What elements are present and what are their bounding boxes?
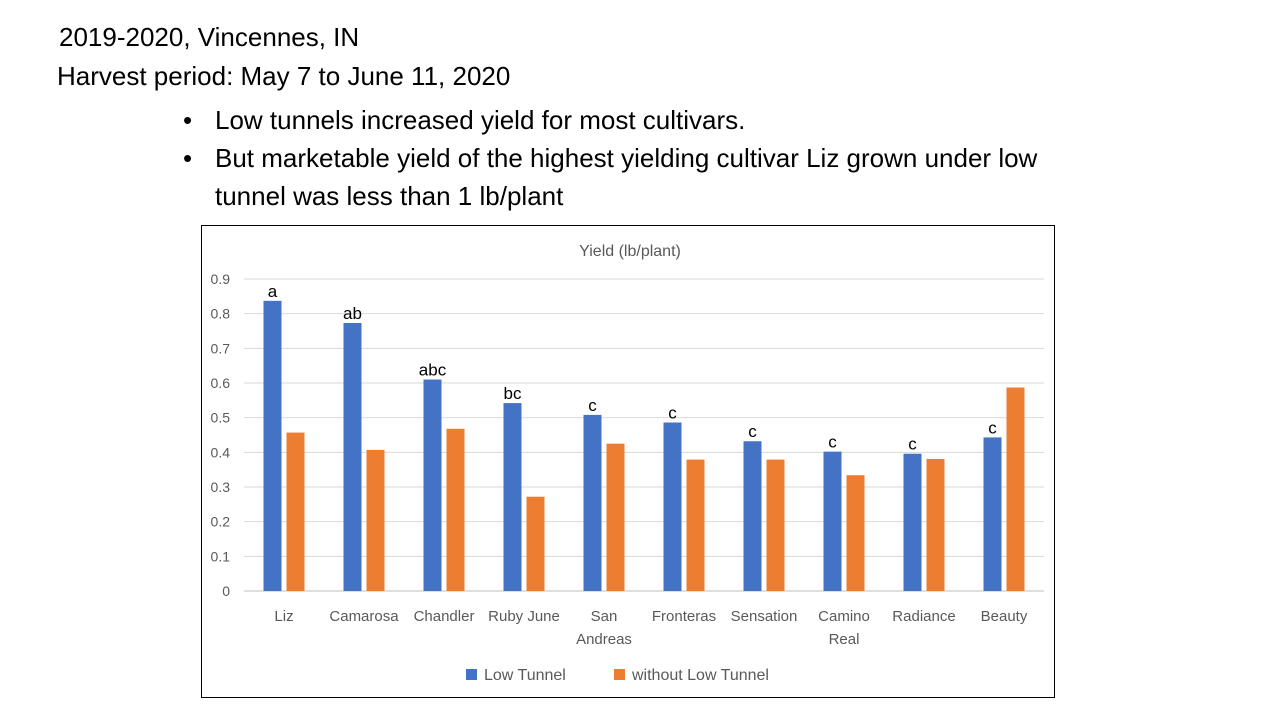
- bar-low-tunnel: [503, 403, 522, 591]
- x-tick-label: Camarosa: [329, 608, 399, 625]
- bar-low-tunnel: [423, 379, 442, 591]
- y-tick-label: 0: [222, 583, 230, 599]
- bar-without-low-tunnel: [846, 475, 865, 591]
- yield-bar-chart: Yield (lb/plant) 0 0.1 0.2 0.3 0.4 0.5 0.6 0.7 0…: [211, 243, 1044, 684]
- significance-letter: a: [268, 282, 278, 301]
- y-tick-label: 0.1: [211, 548, 231, 564]
- bar-without-low-tunnel: [606, 443, 625, 591]
- legend-swatch: [614, 669, 625, 680]
- bar-without-low-tunnel: [1006, 387, 1025, 591]
- significance-letter: c: [748, 422, 757, 441]
- bar-without-low-tunnel: [526, 496, 545, 591]
- bar-low-tunnel: [343, 323, 362, 591]
- bar-without-low-tunnel: [926, 458, 945, 591]
- title-line-1: 2019-2020, Vincennes, IN: [59, 22, 360, 52]
- chart-container: Yield (lb/plant) 0 0.1 0.2 0.3 0.4 0.5 0.6 0.7 0…: [201, 225, 1055, 698]
- x-tick-label: Andreas: [576, 631, 632, 648]
- significance-letter: c: [828, 433, 837, 452]
- chart-title: Yield (lb/plant): [579, 243, 681, 260]
- x-tick-label: Beauty: [981, 608, 1028, 625]
- legend-label: without Low Tunnel: [631, 667, 769, 684]
- x-tick-label: Fronteras: [652, 608, 716, 625]
- legend-label: Low Tunnel: [484, 667, 566, 684]
- bullet-item: Low tunnels increased yield for most cul…: [183, 101, 1083, 139]
- bar-low-tunnel: [583, 414, 602, 591]
- y-tick-label: 0.3: [211, 479, 231, 495]
- x-tick-label: Radiance: [892, 608, 955, 625]
- x-tick-label: Liz: [274, 608, 293, 625]
- bar-without-low-tunnel: [686, 459, 705, 591]
- significance-letter: c: [988, 418, 997, 437]
- y-tick-label: 0.5: [211, 410, 231, 426]
- x-tick-label: San: [591, 608, 618, 625]
- bar-low-tunnel: [903, 453, 922, 591]
- y-tick-label: 0.6: [211, 375, 231, 391]
- legend-swatch: [466, 669, 477, 680]
- bar-low-tunnel: [983, 437, 1002, 591]
- bullet-item: But marketable yield of the highest yiel…: [183, 139, 1083, 215]
- significance-letter: c: [588, 396, 597, 415]
- y-tick-label: 0.8: [211, 306, 231, 322]
- y-tick-label: 0.4: [211, 444, 231, 460]
- x-tick-label: Sensation: [731, 608, 798, 625]
- bar-low-tunnel: [663, 422, 682, 591]
- significance-letter: c: [668, 404, 677, 423]
- significance-letter: abc: [419, 361, 447, 380]
- significance-letter: bc: [504, 384, 522, 403]
- bar-without-low-tunnel: [446, 428, 465, 591]
- bar-without-low-tunnel: [766, 459, 785, 591]
- bar-low-tunnel: [743, 441, 762, 591]
- bar-without-low-tunnel: [286, 432, 305, 591]
- y-tick-label: 0.2: [211, 514, 231, 530]
- y-tick-label: 0.7: [211, 340, 231, 356]
- bullet-list: Low tunnels increased yield for most cul…: [183, 101, 1083, 215]
- x-tick-label: Camino: [818, 608, 870, 625]
- x-tick-label: Chandler: [414, 608, 475, 625]
- bar-low-tunnel: [823, 451, 842, 591]
- bar-low-tunnel: [263, 300, 282, 591]
- y-tick-label: 0.9: [211, 271, 231, 287]
- bar-without-low-tunnel: [366, 449, 385, 591]
- x-tick-label: Ruby June: [488, 608, 560, 625]
- title-line-2: Harvest period: May 7 to June 11, 2020: [57, 61, 511, 91]
- significance-letter: ab: [343, 304, 362, 323]
- significance-letter: c: [908, 435, 917, 454]
- x-tick-label: Real: [829, 631, 860, 648]
